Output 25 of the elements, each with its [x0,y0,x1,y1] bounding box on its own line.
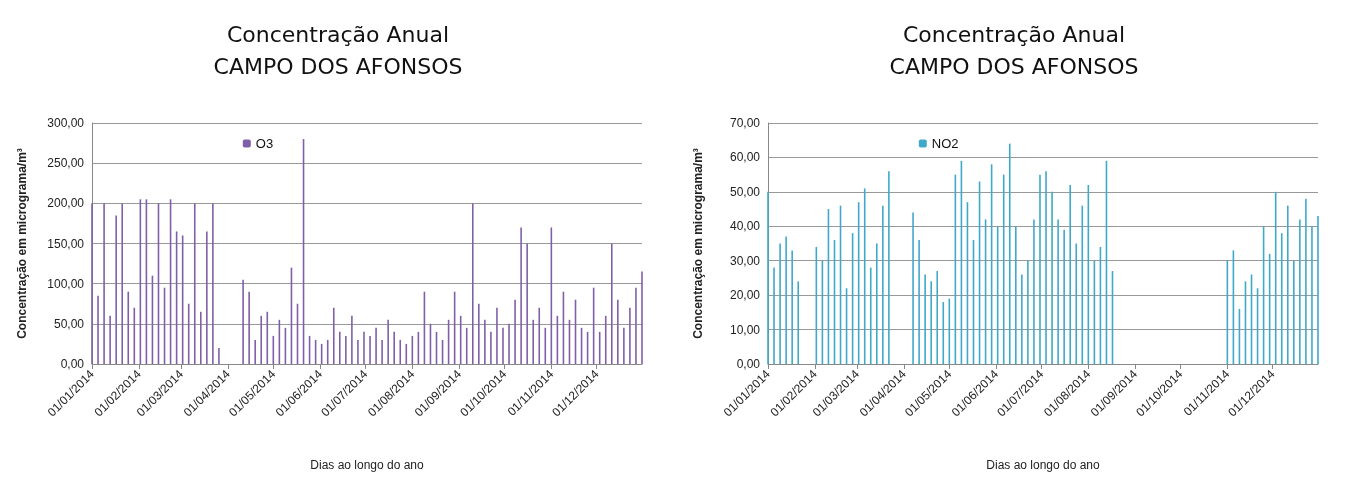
x-axis-title: Dias ao longo do ano [310,458,425,472]
y-tick-label: 40,00 [729,219,761,234]
y-tick-label: 150,00 [47,236,85,251]
y-tick-label: 100,00 [47,276,85,291]
legend-label: O3 [255,136,274,151]
y-tick-label: 50,00 [729,184,761,199]
chart-title: Concentração Anual [226,21,450,47]
y-tick-label: 50,00 [53,316,85,331]
y-tick-label: 30,00 [729,253,761,268]
y-axis-title: Concentração em micrograma/m³ [15,148,29,339]
legend-label: NO2 [931,136,959,151]
y-tick-label: 250,00 [47,156,85,171]
chart-subtitle: CAMPO DOS AFONSOS [889,53,1139,79]
y-axis-title: Concentração em micrograma/m³ [691,148,705,339]
y-tick-label: 0,00 [60,357,85,371]
y-tick-label: 10,00 [729,322,761,337]
y-tick-label: 200,00 [47,196,85,211]
y-tick-label: 20,00 [729,288,761,303]
y-tick-label: 300,00 [47,116,85,130]
y-tick-label: 60,00 [729,150,761,165]
y-tick-label: 70,00 [729,116,761,130]
chart-title: Concentração Anual [902,21,1126,47]
chart-subtitle: CAMPO DOS AFONSOS [213,53,463,79]
x-axis-title: Dias ao longo do ano [986,458,1101,472]
y-tick-label: 0,00 [736,357,761,371]
